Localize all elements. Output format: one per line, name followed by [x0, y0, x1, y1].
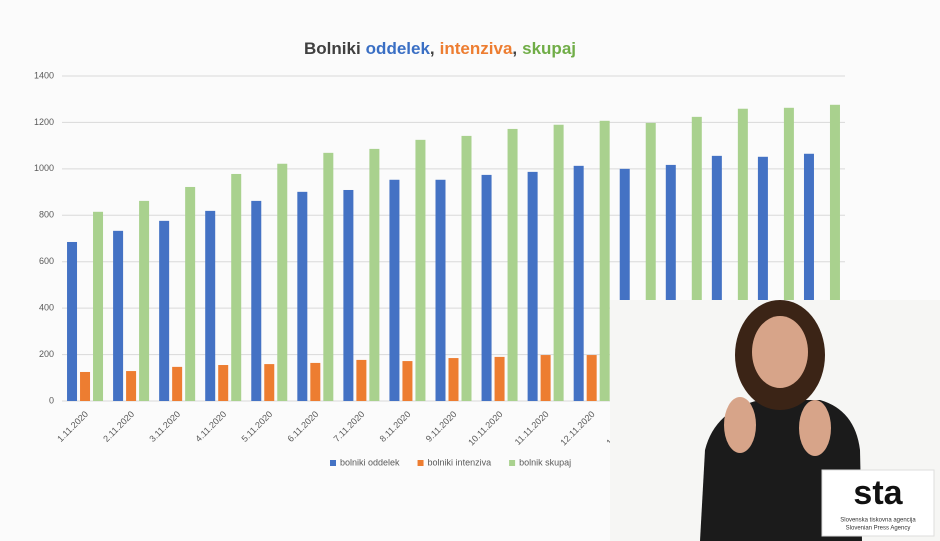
bar [80, 371, 91, 401]
bar [343, 189, 354, 401]
legend-swatch [509, 460, 516, 466]
hand [799, 400, 831, 456]
bar [139, 200, 150, 401]
bar [507, 128, 518, 401]
bar [218, 365, 229, 401]
logo: sta Slovenska tiskovna agencija Slovenia… [821, 469, 935, 537]
chart-title: Bolniki oddelek, intenziva, skupaj [304, 39, 576, 58]
bar [297, 191, 308, 401]
bar [494, 356, 505, 401]
bar [310, 362, 321, 401]
bar [126, 371, 137, 401]
y-tick-label: 1200 [34, 117, 54, 127]
bar [159, 220, 170, 401]
title-part: intenziva [440, 39, 513, 58]
bar [553, 124, 564, 401]
bar [172, 366, 183, 401]
bar [67, 241, 78, 401]
title-part: , [512, 39, 517, 58]
face [752, 316, 808, 388]
bar [277, 163, 288, 401]
bar [527, 171, 538, 401]
bar [599, 120, 610, 401]
bar [205, 210, 216, 401]
y-tick-label: 200 [39, 349, 54, 359]
bar [93, 211, 104, 401]
bar [461, 135, 472, 401]
bar [619, 168, 630, 401]
title-part: Bolniki [304, 39, 361, 58]
logo-line: Slovenian Press Agency [846, 526, 911, 532]
logo-line: Slovenska tiskovna agencija [840, 518, 916, 524]
title-part: skupaj [522, 39, 576, 58]
bar [711, 155, 722, 401]
title-part: oddelek [366, 39, 431, 58]
bar [389, 179, 400, 401]
bar [783, 107, 794, 401]
bar [323, 152, 334, 401]
bar [665, 164, 676, 401]
legend-label: bolnik skupaj [519, 457, 571, 467]
bar [586, 355, 597, 401]
bar [448, 358, 459, 401]
logo-mark: sta [853, 474, 903, 512]
y-tick-label: 1000 [34, 163, 54, 173]
bar [481, 174, 492, 401]
bar [185, 186, 196, 401]
bar [402, 361, 413, 401]
y-tick-label: 800 [39, 210, 54, 220]
bar [757, 156, 768, 401]
legend-swatch [417, 460, 424, 466]
bar [829, 104, 840, 402]
bar [435, 179, 446, 401]
hand [724, 397, 756, 453]
bar [113, 230, 124, 401]
bar [645, 122, 656, 402]
bar [369, 148, 380, 401]
bar [803, 153, 814, 401]
y-tick-label: 600 [39, 256, 54, 266]
legend-label: bolniki oddelek [340, 457, 400, 467]
bar [264, 364, 275, 401]
bar [691, 116, 702, 401]
bar [540, 355, 551, 401]
y-tick-label: 1400 [34, 70, 54, 80]
bar [573, 165, 584, 401]
legend-label: bolniki intenziva [428, 457, 492, 467]
title-part: , [430, 39, 435, 58]
bar [415, 139, 426, 401]
y-tick-label: 0 [49, 395, 54, 405]
y-tick-label: 400 [39, 303, 54, 313]
logo-box [821, 469, 935, 537]
bar [251, 200, 262, 401]
bar [356, 359, 367, 401]
legend-swatch [330, 460, 336, 466]
bar [737, 108, 748, 401]
bar [231, 173, 242, 401]
